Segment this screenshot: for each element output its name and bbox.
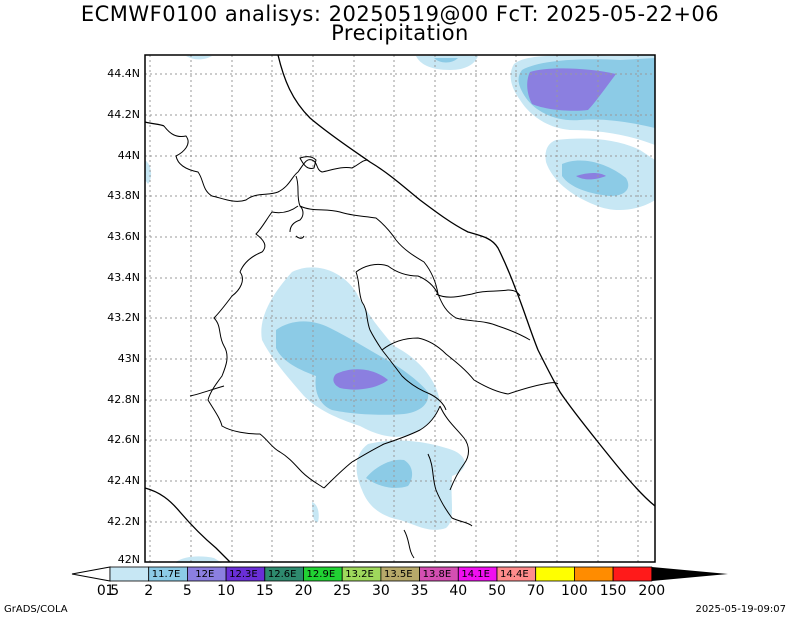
colorbar-tick-label: 30 [371, 583, 390, 599]
lat-label-42.2N: 42.2N [107, 515, 140, 528]
colorbar-overlay-label: 14.4E [500, 569, 529, 580]
footer-grads: GrADS/COLA [4, 604, 68, 615]
colorbar-tick-label: 200 [638, 583, 666, 599]
colorbar-overlay-label: 12.3E [229, 569, 258, 580]
colorbar-tick-label: 0.5 [96, 583, 120, 599]
colorbar-bin [109, 566, 150, 582]
regional-boundaries [163, 125, 559, 559]
colorbar-tick-label: 50 [488, 583, 506, 599]
map-grid [145, 55, 655, 562]
map-title: ECMWF0100 analisys: 20250519@00 FcT: 202… [80, 2, 720, 26]
lat-label-43.6N: 43.6N [107, 230, 140, 243]
coastline [144, 54, 656, 563]
colorbar-bin [535, 566, 575, 582]
colorbar-bin [574, 566, 614, 582]
map-frame [144, 54, 656, 563]
colorbar-arrow-high [651, 567, 728, 581]
lat-label-44.2N: 44.2N [107, 108, 140, 121]
colorbar-tick-label: 2 [144, 583, 154, 599]
lat-label-43.4N: 43.4N [107, 271, 140, 284]
colorbar-tick-label: 150 [599, 583, 627, 599]
colorbar-overlay-label: 12E [195, 569, 214, 580]
colorbar-tick-label: 20 [294, 583, 313, 599]
lat-label-43.8N: 43.8N [107, 189, 140, 202]
colorbar-tick-label: 35 [410, 583, 429, 599]
colorbar-tick-label: 100 [561, 583, 588, 599]
colorbar-tick-label: 5 [182, 583, 192, 599]
lat-label-44.4N: 44.4N [107, 67, 140, 80]
lat-label-43N: 43N [117, 352, 140, 365]
colorbar: 11.7E 12E 12.3E 12.6E 12.9E 13.2E 13.5E 13.8E 14… [71, 566, 728, 582]
colorbar-tick-label: 70 [526, 583, 545, 599]
lat-label-44N: 44N [117, 149, 140, 162]
colorbar-overlay-label: 13.5E [384, 569, 413, 580]
colorbar-arrow-low [71, 566, 111, 582]
lat-label-42.4N: 42.4N [107, 474, 140, 487]
colorbar-overlay-label: 11.7E [152, 569, 181, 580]
lat-label-42N: 42N [117, 553, 140, 566]
colorbar-overlay-label: 12.6E [268, 569, 297, 580]
colorbar-bin [612, 566, 653, 582]
precip-heavy [333, 68, 616, 390]
lat-label-43.2N: 43.2N [107, 311, 140, 324]
colorbar-overlay-label: 14.1E [461, 569, 490, 580]
colorbar-overlay-label: 12.9E [307, 569, 336, 580]
lat-label-42.6N: 42.6N [107, 433, 140, 446]
map-subtitle: Precipitation [331, 21, 469, 45]
colorbar-overlay-label: 13.2E [345, 569, 374, 580]
lat-label-42.8N: 42.8N [107, 393, 140, 406]
footer-timestamp: 2025-05-19-09:07 [695, 604, 786, 615]
colorbar-tick-label: 10 [217, 583, 235, 599]
colorbar-tick-label: 40 [449, 583, 468, 599]
colorbar-tick-label: 15 [255, 583, 274, 599]
colorbar-overlay-label: 13.8E [423, 569, 452, 580]
colorbar-tick-label: 25 [333, 583, 352, 599]
colorbar-tick-label: 1 [105, 583, 115, 599]
